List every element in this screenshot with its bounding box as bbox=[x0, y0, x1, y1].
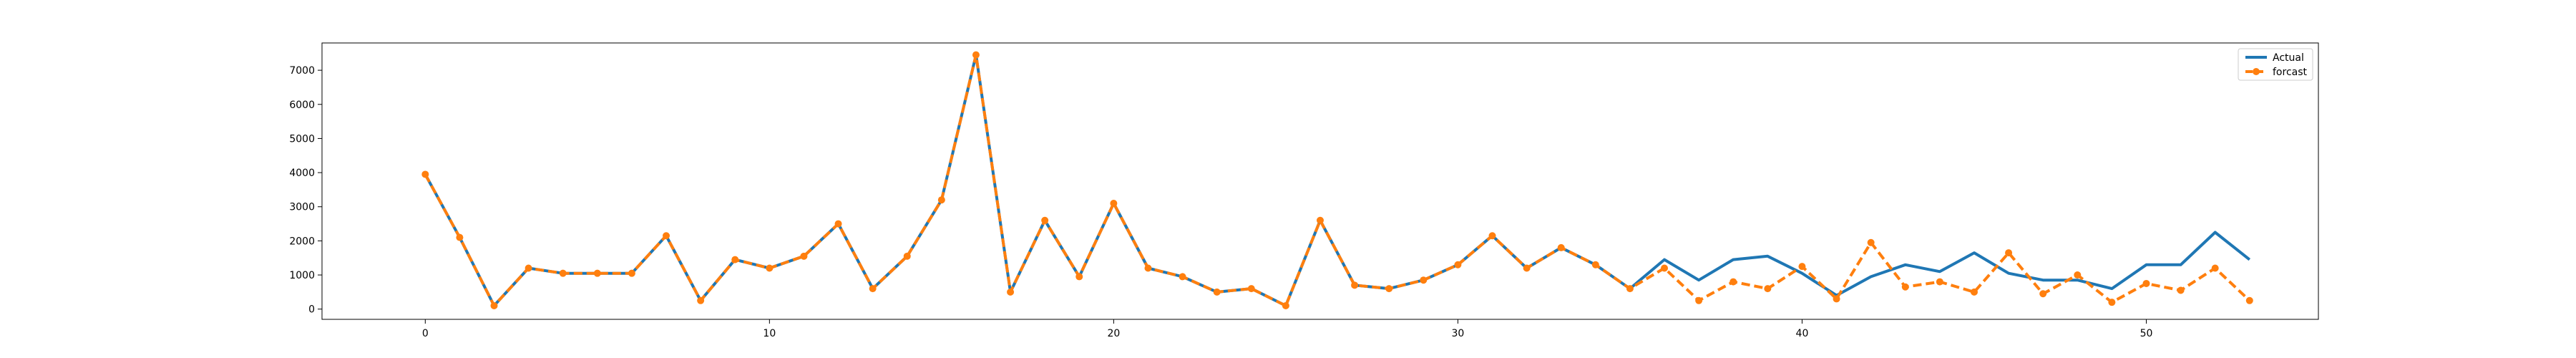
legend-marker-forcast bbox=[2253, 68, 2260, 75]
data-point-forcast bbox=[937, 196, 945, 204]
data-point-forcast bbox=[1488, 232, 1496, 240]
data-point-forcast bbox=[800, 252, 808, 260]
data-point-forcast bbox=[697, 296, 705, 304]
x-tick-label: 40 bbox=[1796, 328, 1809, 339]
legend-label-forcast: forcast bbox=[2273, 67, 2308, 78]
data-point-forcast bbox=[1247, 285, 1255, 293]
data-point-forcast bbox=[869, 285, 877, 293]
data-point-forcast bbox=[628, 269, 635, 277]
data-point-forcast bbox=[1901, 283, 1909, 291]
data-point-forcast bbox=[1351, 281, 1359, 289]
y-tick-label: 4000 bbox=[289, 168, 315, 179]
legend: Actual forcast bbox=[2238, 48, 2313, 81]
data-point-forcast bbox=[1075, 273, 1083, 281]
y-tick-label: 2000 bbox=[289, 236, 315, 247]
data-point-forcast bbox=[1213, 288, 1221, 296]
data-point-forcast bbox=[2245, 296, 2253, 304]
data-point-forcast bbox=[1110, 199, 1118, 207]
data-point-forcast bbox=[421, 170, 429, 178]
data-point-forcast bbox=[2005, 249, 2013, 257]
data-point-forcast bbox=[1041, 216, 1049, 224]
x-tick-label: 50 bbox=[2140, 328, 2153, 339]
x-tick-label: 20 bbox=[1107, 328, 1120, 339]
data-point-forcast bbox=[663, 232, 670, 240]
data-point-forcast bbox=[1661, 264, 1669, 272]
series-line-forcast bbox=[424, 53, 2251, 307]
data-point-forcast bbox=[2074, 271, 2082, 279]
data-point-forcast bbox=[2142, 279, 2150, 287]
y-tick-label: 7000 bbox=[289, 65, 315, 77]
data-point-forcast bbox=[2108, 299, 2116, 306]
data-point-forcast bbox=[834, 220, 842, 228]
data-point-forcast bbox=[1523, 264, 1531, 272]
legend-label-actual: Actual bbox=[2273, 52, 2304, 64]
data-point-forcast bbox=[1970, 288, 1978, 296]
x-tick-label: 30 bbox=[1451, 328, 1464, 339]
data-point-forcast bbox=[1179, 273, 1186, 281]
data-point-forcast bbox=[490, 301, 498, 309]
axis-ticks: 0 10 20 30 40 50 0 1000 2000 3000 4000 5000 6000 7000 bbox=[289, 65, 2152, 339]
plot-area bbox=[322, 43, 2318, 319]
data-point-forcast bbox=[1695, 296, 1703, 304]
x-tick-label: 0 bbox=[422, 328, 429, 339]
data-point-forcast bbox=[1833, 295, 1840, 303]
y-tick-label: 1000 bbox=[289, 270, 315, 281]
data-point-forcast bbox=[1764, 285, 1772, 293]
data-point-forcast bbox=[1007, 288, 1015, 296]
x-tick-label: 10 bbox=[763, 328, 776, 339]
data-point-forcast bbox=[1798, 263, 1806, 271]
data-point-forcast bbox=[1557, 243, 1565, 251]
y-tick-label: 5000 bbox=[289, 133, 315, 145]
data-point-forcast bbox=[559, 269, 567, 277]
data-point-forcast bbox=[2039, 290, 2047, 298]
data-point-forcast bbox=[731, 256, 739, 263]
data-point-forcast bbox=[456, 233, 464, 241]
data-point-forcast bbox=[1385, 285, 1393, 293]
data-point-forcast bbox=[1420, 276, 1428, 284]
data-point-forcast bbox=[903, 252, 911, 260]
data-point-forcast bbox=[1936, 278, 1943, 286]
data-point-forcast bbox=[1317, 216, 1324, 224]
y-tick-label: 6000 bbox=[289, 100, 315, 111]
data-point-forcast bbox=[1729, 278, 1737, 286]
data-point-forcast bbox=[593, 269, 601, 277]
data-point-forcast bbox=[1282, 301, 1289, 309]
data-point-forcast bbox=[1454, 261, 1462, 268]
data-point-forcast bbox=[525, 264, 532, 272]
data-point-forcast bbox=[1626, 285, 1634, 293]
y-tick-label: 0 bbox=[308, 304, 315, 316]
plot-frame bbox=[321, 42, 2319, 320]
data-point-forcast bbox=[766, 264, 774, 272]
y-tick-label: 3000 bbox=[289, 202, 315, 213]
data-point-forcast bbox=[972, 51, 980, 59]
data-point-forcast bbox=[1591, 261, 1599, 268]
data-point-forcast bbox=[1867, 238, 1875, 246]
data-point-forcast bbox=[1144, 264, 1152, 272]
data-point-forcast bbox=[2177, 286, 2185, 294]
series-layer bbox=[421, 51, 2253, 309]
data-point-forcast bbox=[2211, 264, 2219, 272]
